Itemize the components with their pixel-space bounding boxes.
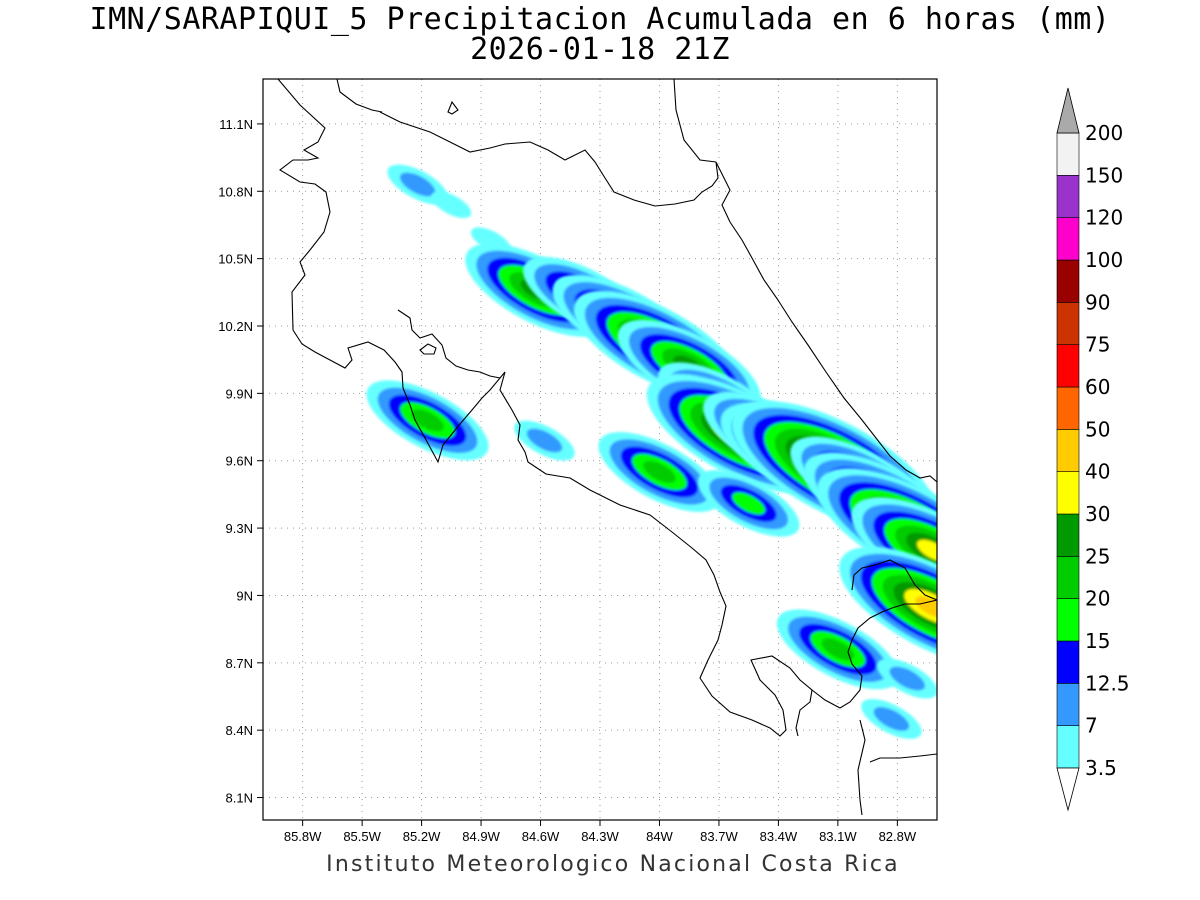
lat-tick-label: 9.3N <box>226 521 253 536</box>
nicaragua-border-north <box>673 79 717 163</box>
precip-contour <box>873 707 910 731</box>
panama-border <box>851 559 937 601</box>
burica-coast <box>857 719 866 816</box>
colorbar-label: 75 <box>1085 333 1110 357</box>
colorbar-label: 50 <box>1085 417 1110 441</box>
map-subtitle: 2026-01-18 21Z <box>470 32 730 67</box>
lon-tick-label: 85.5W <box>343 829 381 844</box>
colorbar-swatch <box>1056 556 1080 599</box>
lon-tick-label: 85.8W <box>284 829 322 844</box>
precip-cell <box>514 420 575 461</box>
colorbar-label: 3.5 <box>1085 756 1117 780</box>
lon-tick-label: 83.1W <box>819 829 857 844</box>
lat-tick-label: 10.2N <box>218 319 253 334</box>
coastlines <box>277 79 937 816</box>
colorbar-swatch <box>1056 259 1080 303</box>
colorbar-label: 12.5 <box>1085 671 1130 695</box>
lat-tick-label: 10.8N <box>218 184 253 199</box>
colorbar-label: 90 <box>1085 290 1110 314</box>
lat-tick-label: 11.1N <box>219 117 253 132</box>
colorbar-label: 15 <box>1085 629 1110 653</box>
colorbar-swatch <box>1056 429 1080 472</box>
lon-tick-label: 83.4W <box>760 829 798 844</box>
precip-contour <box>399 172 436 197</box>
map-title: IMN/SARAPIQUI_5 Precipitacion Acumulada … <box>89 2 1111 37</box>
lake-island <box>447 100 459 115</box>
colorbar-swatch <box>1056 640 1080 684</box>
precip-cell <box>776 609 899 690</box>
precip-cell <box>598 431 721 512</box>
lat-tick-label: 9.6N <box>226 454 253 469</box>
colorbar-label: 150 <box>1085 163 1123 187</box>
lat-tick-label: 8.7N <box>226 656 253 671</box>
lon-tick-label: 85.2W <box>403 829 441 844</box>
colorbar-over-arrow <box>1056 87 1080 134</box>
pacific-coastline <box>277 79 813 737</box>
precip-contour <box>889 666 926 691</box>
colorbar-swatch <box>1056 175 1080 218</box>
latitude-axis: 8.1N 8.4N 8.7N 9N 9.3N 9.6N 9.9N 10.2N 10.5N 10.8… <box>218 117 263 806</box>
precip-contour <box>431 191 472 219</box>
colorbar-label: 120 <box>1085 206 1123 230</box>
colorbar-label: 40 <box>1085 460 1110 484</box>
colorbar-swatch <box>1056 725 1080 769</box>
precip-contour <box>411 409 444 432</box>
colorbar-swatch <box>1056 683 1080 726</box>
colorbar-swatch <box>1056 513 1080 557</box>
colorbar-swatch <box>1056 386 1080 430</box>
precip-contour <box>821 638 855 661</box>
lat-tick-label: 10.5N <box>218 252 253 267</box>
panama-pacific <box>869 753 937 763</box>
colorbar-swatch <box>1056 217 1080 261</box>
colorbar-label: 20 <box>1085 587 1110 611</box>
colorbar-under-arrow <box>1056 767 1080 812</box>
lat-tick-label: 8.1N <box>226 791 253 806</box>
precip-cell <box>366 380 489 461</box>
caribbean-coastline <box>379 111 937 483</box>
colorbar-label: 25 <box>1085 544 1110 568</box>
lon-tick-label: 84.3W <box>581 829 619 844</box>
longitude-axis: 85.8W 85.5W 85.2W 84.9W 84.6W 84.3W 84W 83.7W 83… <box>284 820 917 844</box>
osa-golfito-coast <box>811 599 937 709</box>
colorbar-swatch <box>1056 302 1080 345</box>
lat-tick-label: 9.9N <box>226 386 253 401</box>
colorbar-swatch <box>1056 344 1080 388</box>
chira-island <box>419 343 437 355</box>
precip-cell <box>861 698 922 739</box>
lat-tick-label: 9N <box>236 588 253 603</box>
colorbar-label: 7 <box>1085 714 1098 738</box>
precip-contour <box>917 539 937 562</box>
lon-tick-label: 84.6W <box>522 829 560 844</box>
colorbar-swatch <box>1056 471 1080 515</box>
precip-contour <box>732 492 766 515</box>
colorbar-label: 200 <box>1085 121 1123 145</box>
lon-tick-label: 84W <box>646 829 673 844</box>
colorbar-swatch <box>1056 132 1080 176</box>
precip-cell <box>851 497 937 604</box>
precipitation-field <box>366 164 937 739</box>
lake-nicaragua-shore <box>336 79 383 113</box>
nicoya-gulf-coast <box>397 309 501 379</box>
lat-tick-label: 8.4N <box>226 723 253 738</box>
precip-cell <box>877 658 937 699</box>
colorbar-label: 60 <box>1085 375 1110 399</box>
colorbar-swatch <box>1056 598 1080 642</box>
colorbar: 3.5 7 12.5 15 20 25 30 40 50 60 75 90 100 120 150 200 <box>1056 87 1130 812</box>
precip-cell <box>697 470 800 537</box>
colorbar-label: 30 <box>1085 502 1110 526</box>
precip-contour <box>915 596 937 618</box>
precip-cell <box>839 546 937 667</box>
lon-tick-label: 82.8W <box>879 829 917 844</box>
lon-tick-label: 84.9W <box>462 829 500 844</box>
credit-line: Instituto Meteorologico Nacional Costa R… <box>326 852 900 877</box>
colorbar-label: 100 <box>1085 248 1123 272</box>
precip-contour <box>643 461 676 483</box>
precip-cell <box>431 191 472 219</box>
lon-tick-label: 83.7W <box>700 829 738 844</box>
precip-contour <box>526 428 563 453</box>
